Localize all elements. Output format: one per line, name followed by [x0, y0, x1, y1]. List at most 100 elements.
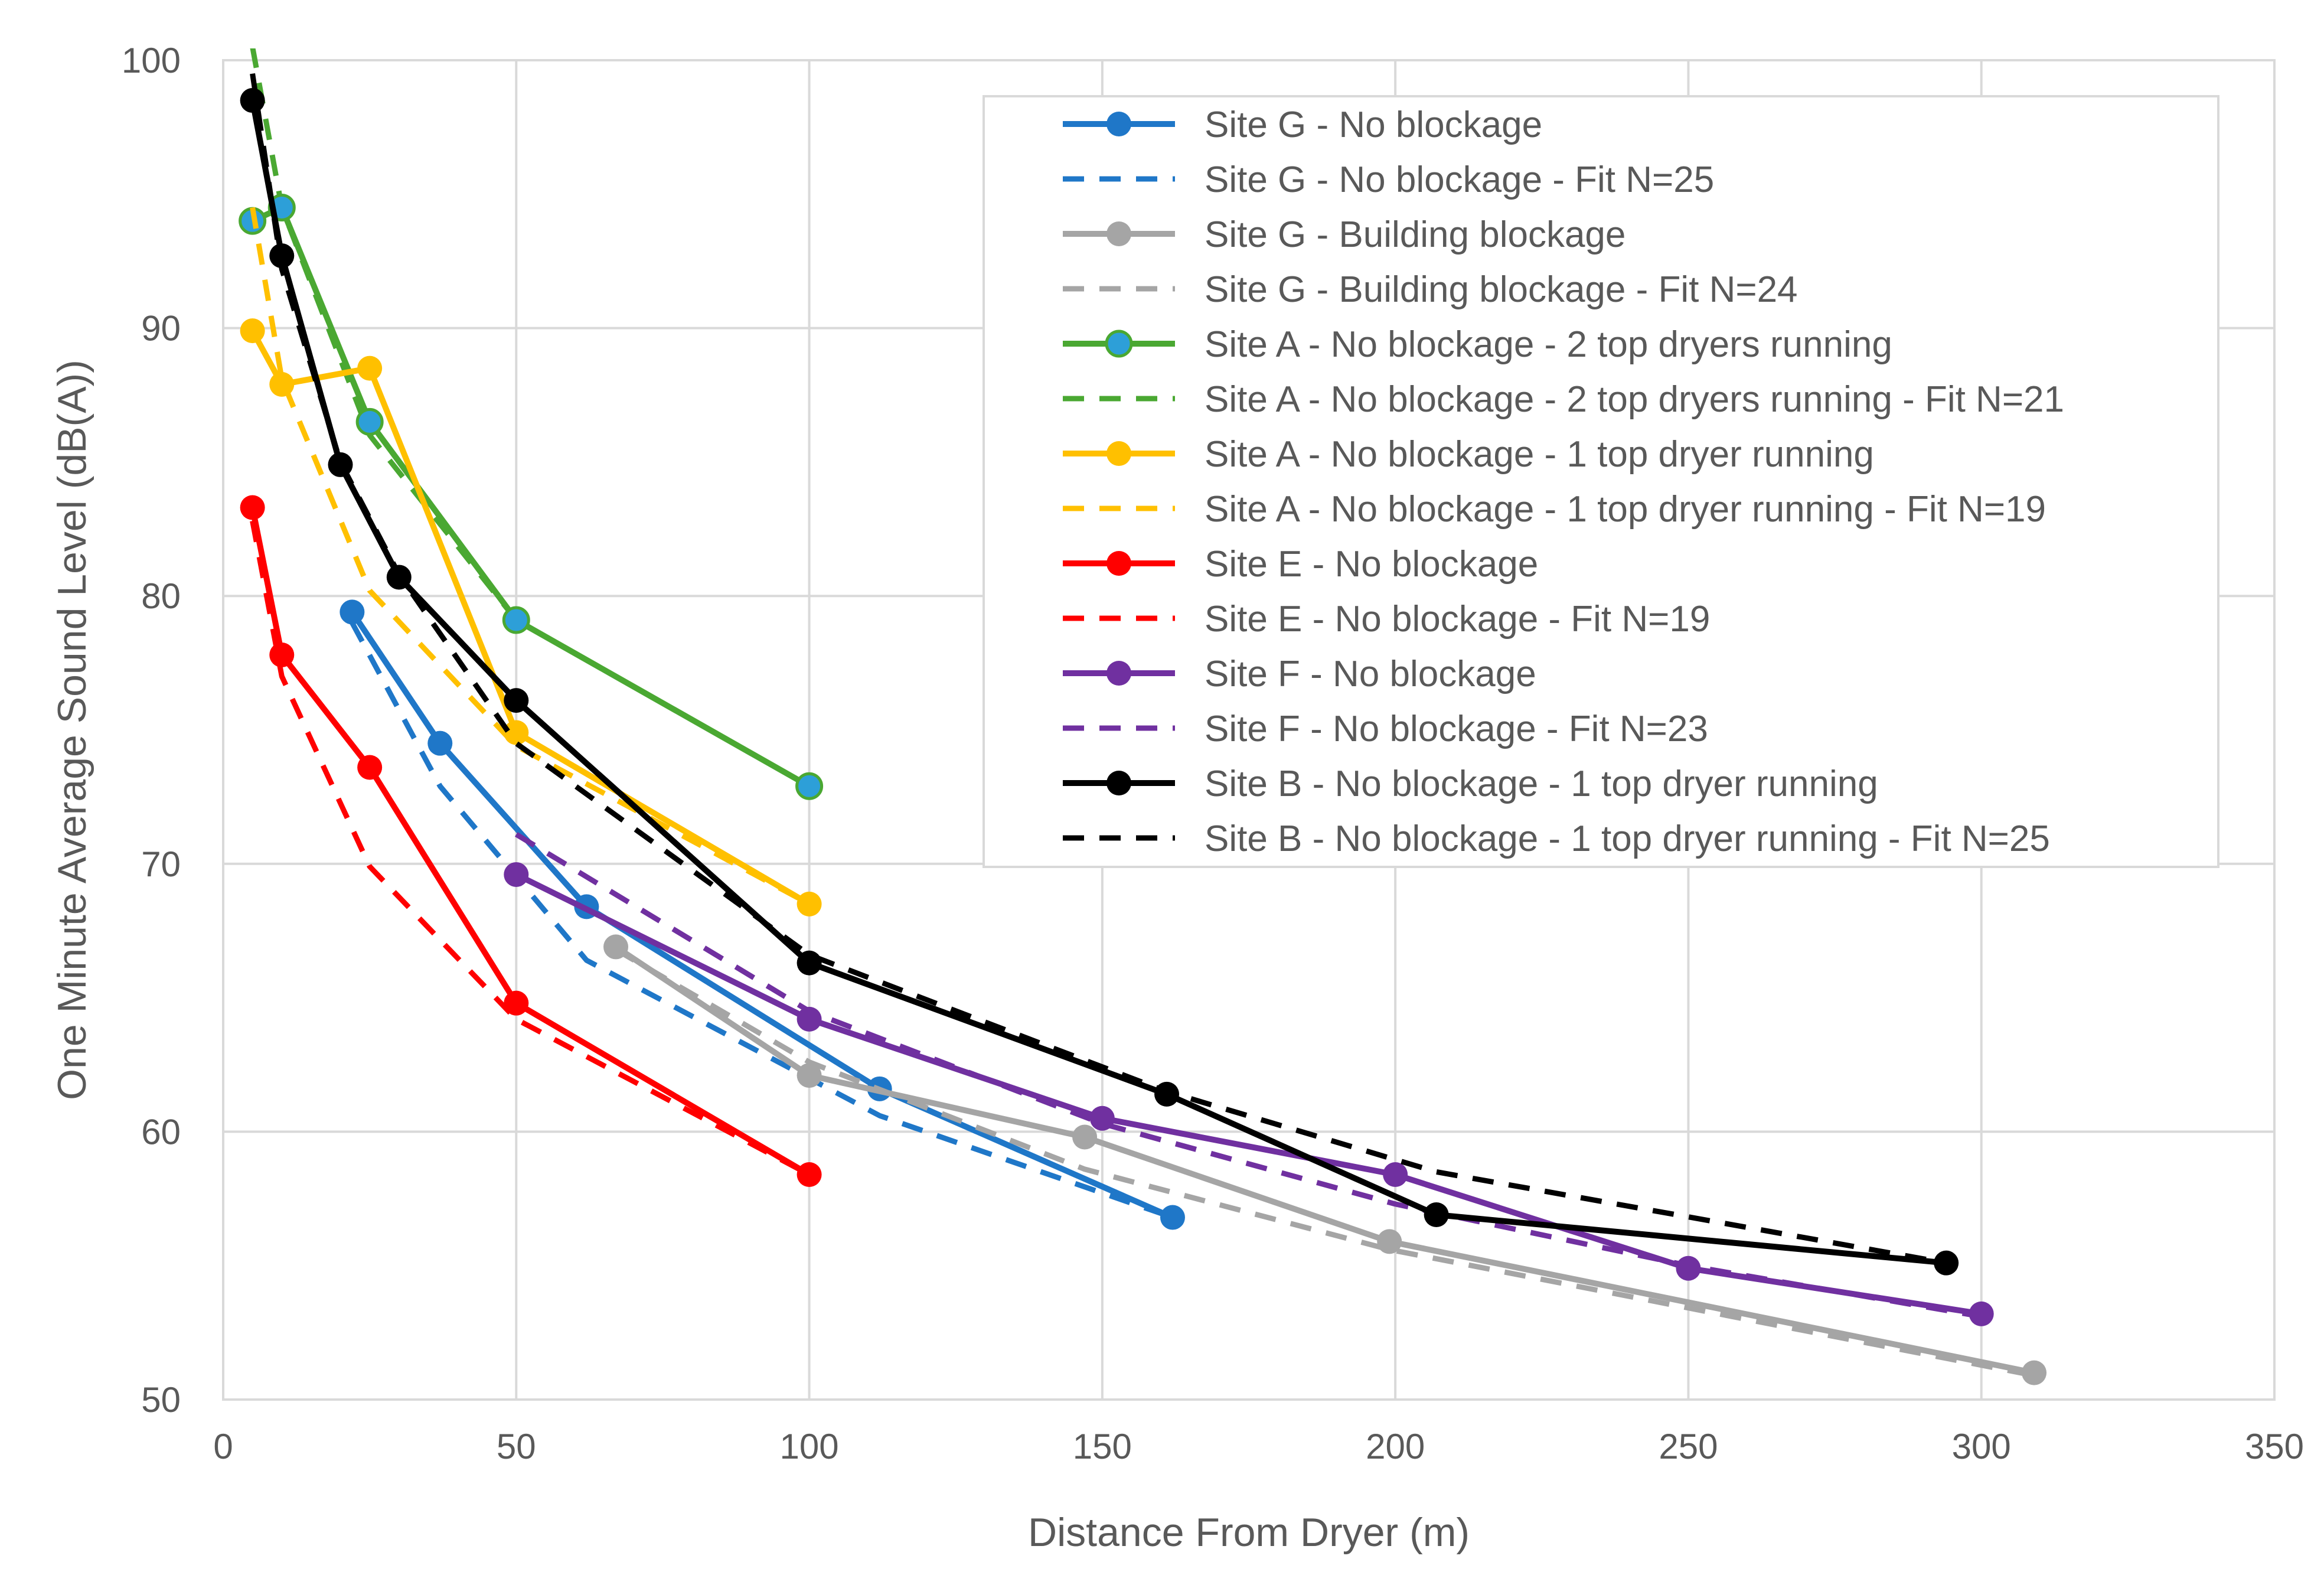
legend-box	[983, 95, 2219, 868]
data-point	[1154, 1081, 1180, 1107]
legend-marker	[1106, 221, 1131, 246]
legend-label: Site G - No blockage - Fit N=25	[1205, 159, 1714, 200]
legend-item: Site G - Building blockage	[1063, 214, 1626, 255]
series-10	[504, 862, 1994, 1326]
legend-label: Site B - No blockage - 1 top dryer runni…	[1205, 818, 2050, 859]
data-point	[1160, 1205, 1185, 1230]
legend-item: Site A - No blockage - 1 top dryer runni…	[1063, 489, 2046, 530]
legend-label: Site A - No blockage - 1 top dryer runni…	[1205, 434, 1874, 475]
legend-marker	[1106, 551, 1131, 576]
data-point	[797, 1063, 822, 1088]
series-7	[250, 207, 811, 906]
tick-labels: 0 50 100 150 200 250 300 350 50 60 70 80 90 100	[122, 41, 2304, 1466]
x-axis-label: Distance From Dryer (m)	[1028, 1510, 1470, 1555]
series-12	[240, 88, 1959, 1276]
data-point	[603, 934, 629, 960]
legend-item: Site A - No blockage - 2 top dryers runn…	[1063, 379, 2064, 420]
legend-item: Site G - No blockage - Fit N=25	[1063, 159, 1714, 200]
series-line	[515, 872, 1982, 1317]
legend-item: Site G - Building blockage - Fit N=24	[1063, 269, 1798, 310]
y-axis-label: One Minute Average Sound Level (dB(A))	[50, 360, 94, 1100]
legend-item: Site G - No blockage	[1063, 105, 1542, 145]
series-line	[250, 207, 811, 906]
data-point	[795, 772, 824, 800]
legend-label: Site F - No blockage - Fit N=23	[1205, 709, 1708, 749]
data-point	[1377, 1229, 1402, 1254]
legend-label: Site B - No blockage - 1 top dryer runni…	[1205, 764, 1878, 804]
series-line	[514, 832, 1982, 1319]
legend-marker	[1106, 661, 1131, 686]
data-point	[504, 688, 529, 713]
legend-label: Site E - No blockage	[1205, 544, 1538, 585]
series-line	[250, 520, 811, 1177]
data-point	[355, 407, 384, 436]
y-tick-label: 70	[141, 844, 181, 884]
legend-item: Site F - No blockage	[1063, 654, 1536, 694]
x-tick-label: 350	[2245, 1427, 2304, 1466]
series-8	[240, 495, 822, 1187]
x-tick-label: 300	[1952, 1427, 2011, 1466]
series-11	[514, 832, 1982, 1319]
y-tick-label: 80	[141, 576, 181, 616]
data-point	[797, 891, 822, 917]
data-point	[1424, 1202, 1449, 1228]
data-point	[340, 599, 365, 625]
data-point	[1072, 1124, 1098, 1150]
x-tick-label: 250	[1659, 1427, 1718, 1466]
legend-item: Site A - No blockage - 1 top dryer runni…	[1063, 434, 1874, 475]
data-point	[328, 452, 353, 477]
legend-marker	[1106, 112, 1131, 136]
data-point	[504, 720, 529, 745]
legend-label: Site A - No blockage - 2 top dryers runn…	[1205, 324, 1892, 365]
x-tick-label: 50	[497, 1427, 536, 1466]
legend-marker	[1105, 330, 1133, 358]
plot-border	[222, 59, 2276, 1401]
data-point	[1383, 1162, 1408, 1187]
data-point	[1089, 1105, 1115, 1131]
x-tick-label: 150	[1073, 1427, 1132, 1466]
data-point	[357, 356, 383, 381]
data-point	[1969, 1301, 1994, 1326]
y-tick-label: 60	[141, 1112, 181, 1152]
data-point	[797, 950, 822, 976]
data-point	[504, 862, 529, 887]
x-tick-label: 200	[1366, 1427, 1425, 1466]
legend-label: Site A - No blockage - 2 top dryers runn…	[1205, 379, 2064, 420]
legend-item: Site F - No blockage - Fit N=23	[1063, 709, 1708, 749]
data-point	[269, 243, 295, 269]
series-line	[614, 947, 2035, 1378]
data-point	[240, 495, 265, 520]
data-point	[427, 730, 453, 756]
legend-marker	[1106, 771, 1131, 795]
legend: Site G - No blockage Site G - No blockage…	[983, 95, 2219, 868]
series-3	[614, 947, 2035, 1378]
y-tick-label: 90	[141, 309, 181, 348]
data-point	[357, 755, 383, 780]
series-line	[350, 621, 1174, 1220]
data-point	[240, 88, 265, 113]
legend-label: Site G - Building blockage	[1205, 214, 1626, 255]
x-tick-label: 0	[213, 1427, 233, 1466]
legend-label: Site E - No blockage - Fit N=19	[1205, 599, 1710, 640]
data-point	[1676, 1255, 1701, 1281]
series-9	[250, 520, 811, 1177]
x-tick-label: 100	[780, 1427, 839, 1466]
y-tick-label: 50	[141, 1380, 181, 1420]
data-point	[269, 371, 295, 397]
series-1	[350, 621, 1174, 1220]
data-point	[2022, 1360, 2047, 1385]
series-2	[603, 934, 2047, 1385]
legend-item: Site A - No blockage - 2 top dryers runn…	[1063, 324, 1892, 365]
legend-label: Site G - No blockage	[1205, 105, 1542, 145]
legend-item: Site B - No blockage - 1 top dryer runni…	[1063, 764, 1878, 804]
data-point	[1934, 1250, 1959, 1276]
data-point	[504, 990, 529, 1016]
data-point	[269, 642, 295, 667]
data-point	[386, 565, 412, 590]
data-point	[797, 1006, 822, 1032]
data-point	[240, 318, 265, 344]
legend-item: Site E - No blockage	[1063, 544, 1538, 585]
legend-label: Site F - No blockage	[1205, 654, 1536, 694]
legend-item: Site E - No blockage - Fit N=19	[1063, 599, 1710, 640]
